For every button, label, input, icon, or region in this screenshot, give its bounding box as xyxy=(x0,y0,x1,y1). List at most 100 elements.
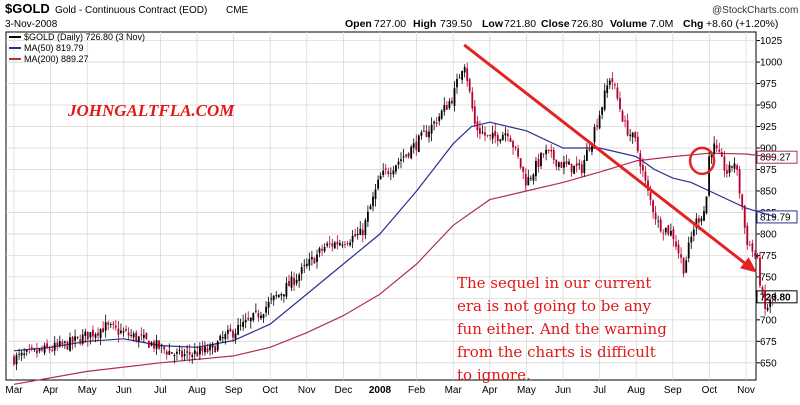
price-bar-body xyxy=(512,141,514,148)
y-tick-label: 650 xyxy=(760,358,777,369)
price-bar-body xyxy=(435,122,438,124)
price-bar-body xyxy=(36,350,38,354)
price-bar-body xyxy=(588,148,591,151)
price-bar-body xyxy=(295,279,298,284)
price-bar-body xyxy=(611,78,614,83)
price-bar-body xyxy=(677,244,680,254)
price-bar-body xyxy=(379,175,382,180)
price-bar-body xyxy=(400,159,402,161)
legend-swatch-price xyxy=(9,36,21,38)
price-bar-body xyxy=(178,350,181,351)
price-bar-body xyxy=(361,229,364,236)
price-bar-body xyxy=(654,212,657,220)
value-tag-box xyxy=(756,150,798,164)
price-bar-body xyxy=(596,125,598,127)
price-bar-body xyxy=(547,149,550,151)
price-bar-body xyxy=(48,348,51,351)
price-bar-body xyxy=(211,344,214,348)
price-bar-body xyxy=(639,153,642,167)
price-bar-body xyxy=(145,332,148,339)
price-bar-body xyxy=(733,163,736,169)
y-tick-label: 950 xyxy=(760,101,777,112)
price-bar-body xyxy=(20,352,23,356)
y-tick-label: 800 xyxy=(760,229,777,240)
price-bar-body xyxy=(234,333,237,339)
price-bar-body xyxy=(244,320,247,323)
price-bar-body xyxy=(468,79,471,92)
price-bar-body xyxy=(570,163,573,173)
price-bar-body xyxy=(275,295,278,297)
price-bar-body xyxy=(484,132,486,136)
y-tick-label: 975 xyxy=(760,79,777,90)
price-bar-body xyxy=(74,336,76,341)
x-tick-label: Sep xyxy=(225,385,243,396)
price-bar-body xyxy=(333,242,336,249)
price-bar-body xyxy=(193,350,196,354)
price-bar-body xyxy=(229,328,232,332)
price-bar-body xyxy=(219,335,222,341)
price-bar-body xyxy=(127,332,130,336)
price-bar-body xyxy=(407,153,410,157)
price-bar-body xyxy=(412,143,415,148)
ma200-line xyxy=(13,152,776,385)
price-bar-body xyxy=(260,315,262,319)
value-tag-label: 819.79 xyxy=(760,212,791,223)
price-bar-body xyxy=(415,141,418,150)
price-bar-body xyxy=(491,132,494,139)
price-bar-body xyxy=(132,333,135,338)
price-bar-body xyxy=(326,243,329,246)
price-bar-body xyxy=(308,259,311,266)
price-bar-body xyxy=(720,152,723,157)
price-bar-body xyxy=(33,349,36,350)
price-bar-body xyxy=(532,174,535,181)
price-bar-body xyxy=(700,218,703,222)
price-bar-body xyxy=(58,341,61,346)
price-bar-body xyxy=(372,196,374,207)
price-bar-body xyxy=(339,242,341,246)
price-bar-body xyxy=(64,341,66,343)
price-bar-body xyxy=(713,143,716,154)
price-bar-body xyxy=(764,290,766,309)
price-bar-body xyxy=(578,163,581,165)
plot-area xyxy=(5,31,757,381)
ohlc-low-value: 721.80 xyxy=(504,18,536,30)
price-bar-body xyxy=(76,336,79,338)
y-tick-label: 900 xyxy=(760,144,777,155)
price-bar-body xyxy=(99,329,102,339)
price-bar-body xyxy=(705,196,708,214)
price-bar-body xyxy=(621,111,624,122)
price-bar-body xyxy=(214,346,216,353)
price-bar-body xyxy=(466,68,469,81)
price-bar-body xyxy=(227,329,229,334)
price-bar-body xyxy=(598,115,601,129)
price-bar-body xyxy=(667,225,670,235)
price-bar-body xyxy=(389,173,392,175)
price-bar-body xyxy=(331,243,334,247)
price-bar-body xyxy=(690,236,693,243)
x-tick-label: 2008 xyxy=(369,385,392,396)
trend-arrow-head xyxy=(740,257,757,273)
price-bar-body xyxy=(280,294,283,296)
y-axis: 6506757007257507758008258508759009259509… xyxy=(756,36,798,369)
price-bar-body xyxy=(731,165,733,168)
price-bar-body xyxy=(140,334,143,336)
price-bar-body xyxy=(382,170,385,176)
price-bar-body xyxy=(66,341,69,350)
price-bar-body xyxy=(262,314,265,318)
price-bar-body xyxy=(25,350,28,352)
price-bar-body xyxy=(305,263,308,267)
price-bar-body xyxy=(496,135,499,141)
price-bar-body xyxy=(204,346,206,353)
price-bar-body xyxy=(509,138,512,142)
price-bar-body xyxy=(120,330,122,333)
price-bar-body xyxy=(471,91,474,109)
price-bar-body xyxy=(524,173,527,186)
x-tick-label: Oct xyxy=(702,385,718,396)
price-bar-body xyxy=(766,307,769,311)
price-bar-body xyxy=(71,336,74,343)
price-bar-body xyxy=(537,158,540,167)
ohlc-close-value: 726.80 xyxy=(571,18,603,30)
price-bar-body xyxy=(300,267,303,274)
price-bar-body xyxy=(614,84,616,86)
price-bar-body xyxy=(420,132,423,136)
